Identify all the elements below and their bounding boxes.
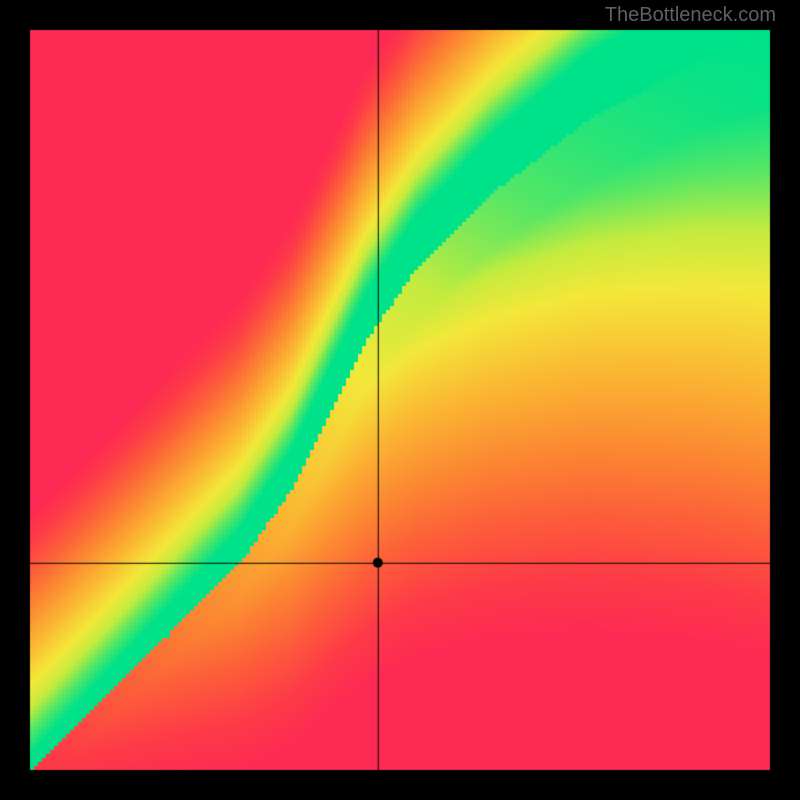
watermark-text: TheBottleneck.com	[605, 4, 776, 27]
chart-container: TheBottleneck.com	[0, 0, 800, 800]
bottleneck-heatmap	[0, 0, 800, 800]
